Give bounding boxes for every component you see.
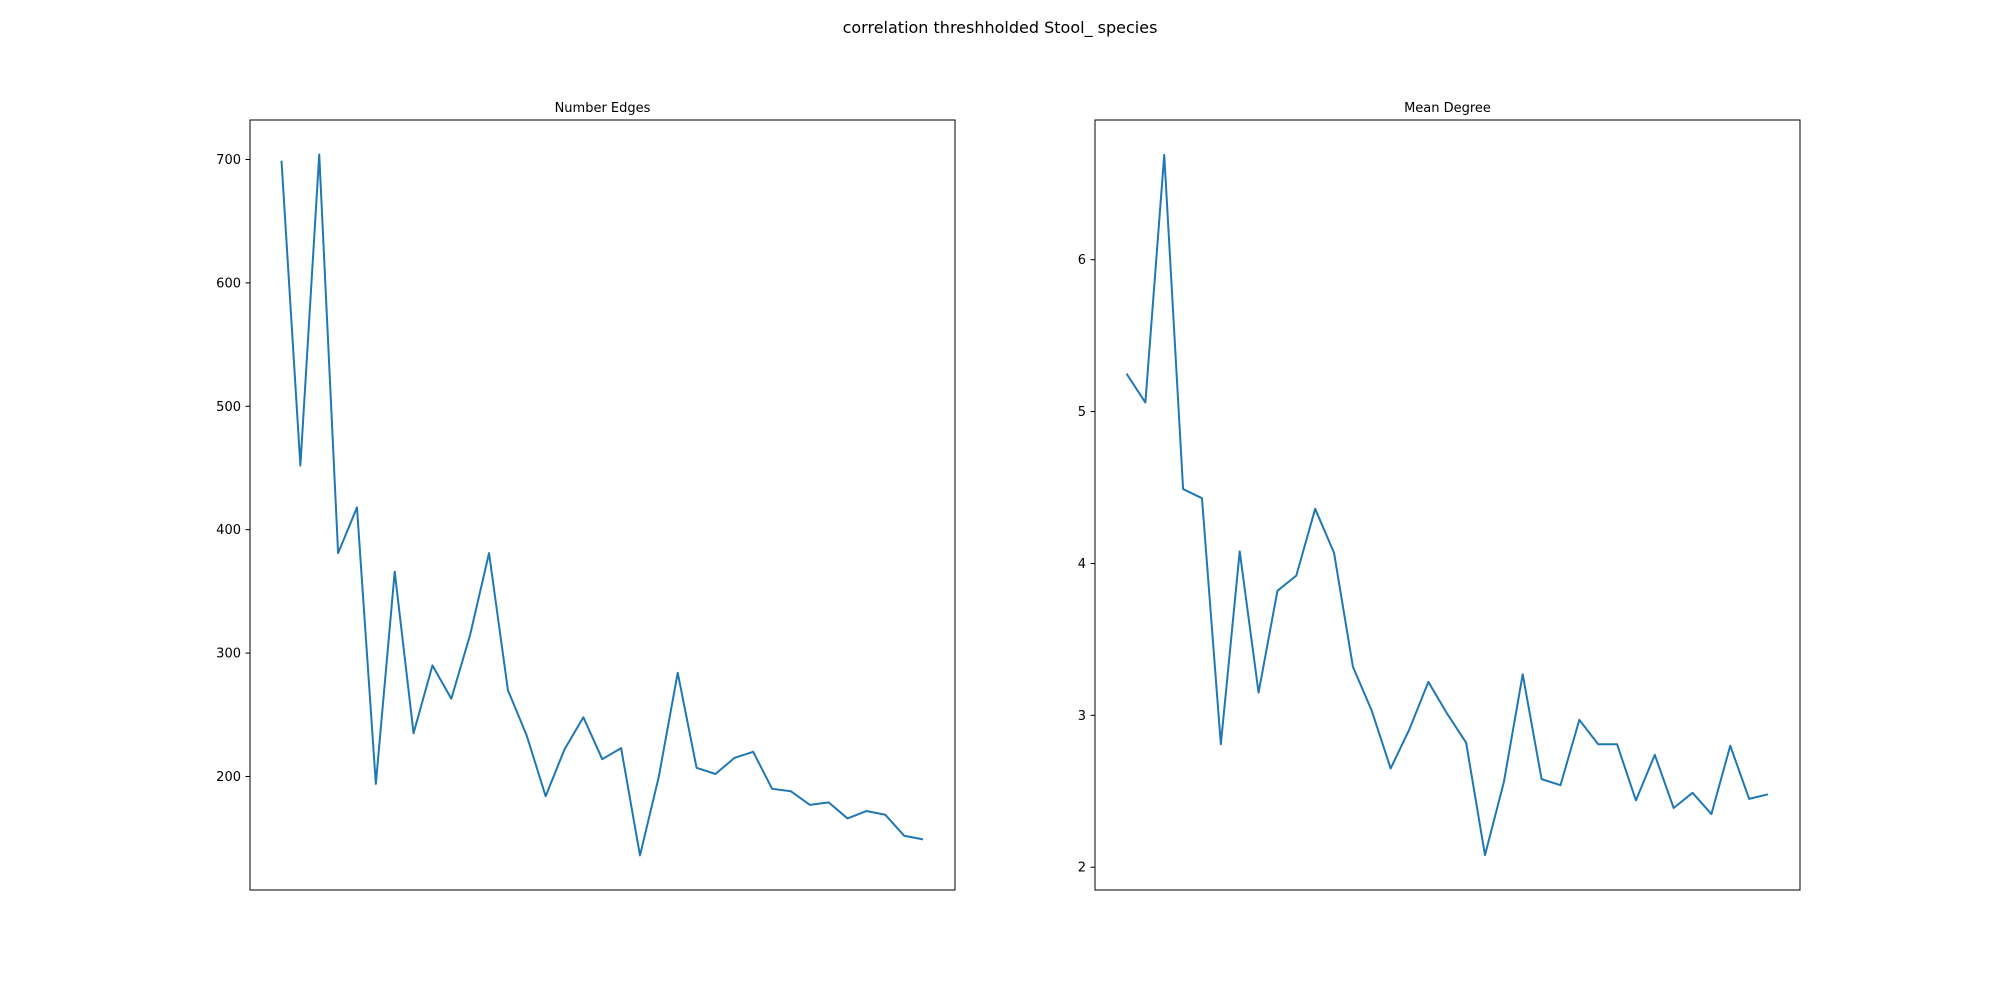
number-edges-panel: Number Edges 200 300 400 500 600 700 xyxy=(216,101,956,891)
number-edges-ytick-label: 500 xyxy=(216,400,241,415)
mean-degree-ytick-label: 2 xyxy=(1078,861,1086,876)
mean-degree-axes-frame xyxy=(1094,119,1801,891)
number-edges-marks: 200 300 400 500 600 700 xyxy=(216,153,924,857)
number-edges-ytick-label: 700 xyxy=(216,153,241,168)
mean-degree-ytick-label: 4 xyxy=(1078,557,1086,572)
figure-title: correlation threshholded Stool_ species xyxy=(843,18,1158,38)
mean-degree-marks: 2 3 4 5 6 xyxy=(1078,153,1769,876)
mean-degree-ytick-label: 5 xyxy=(1078,405,1086,420)
mean-degree-panel: Mean Degree 2 3 4 5 6 xyxy=(1078,101,1801,891)
number-edges-series-line xyxy=(280,153,924,857)
mean-degree-ytick-label: 6 xyxy=(1078,253,1086,268)
number-edges-ytick-label: 400 xyxy=(216,523,241,538)
mean-degree-title: Mean Degree xyxy=(1404,101,1491,116)
mean-degree-series-line xyxy=(1125,153,1769,857)
number-edges-ytick-label: 300 xyxy=(216,647,241,662)
number-edges-title: Number Edges xyxy=(555,101,651,116)
number-edges-ytick-label: 600 xyxy=(216,276,241,291)
number-edges-axes-frame xyxy=(249,119,956,891)
number-edges-ytick-label: 200 xyxy=(216,770,241,785)
mean-degree-ytick-label: 3 xyxy=(1078,709,1086,724)
